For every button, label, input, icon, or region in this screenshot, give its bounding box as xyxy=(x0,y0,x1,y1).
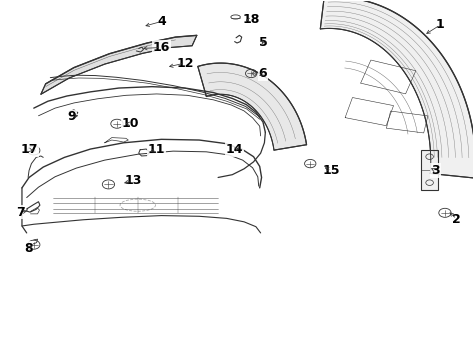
Text: 10: 10 xyxy=(122,117,139,130)
Text: 7: 7 xyxy=(16,206,25,219)
Text: 1: 1 xyxy=(436,18,445,31)
Polygon shape xyxy=(41,35,197,94)
Text: 11: 11 xyxy=(148,143,165,156)
Text: 9: 9 xyxy=(67,110,76,123)
Text: 5: 5 xyxy=(259,36,267,49)
Text: 4: 4 xyxy=(157,15,166,28)
Text: 2: 2 xyxy=(452,213,461,226)
Bar xyxy=(421,150,438,190)
Text: 16: 16 xyxy=(153,41,170,54)
Text: 3: 3 xyxy=(431,164,440,177)
Polygon shape xyxy=(320,0,474,178)
Text: 18: 18 xyxy=(243,13,260,26)
Text: 15: 15 xyxy=(323,164,340,177)
Polygon shape xyxy=(198,63,307,150)
Text: 17: 17 xyxy=(20,143,38,156)
Text: 6: 6 xyxy=(259,67,267,80)
Text: 13: 13 xyxy=(124,174,142,188)
Text: 8: 8 xyxy=(24,242,32,255)
Text: 12: 12 xyxy=(176,57,194,70)
Text: 14: 14 xyxy=(226,143,243,156)
